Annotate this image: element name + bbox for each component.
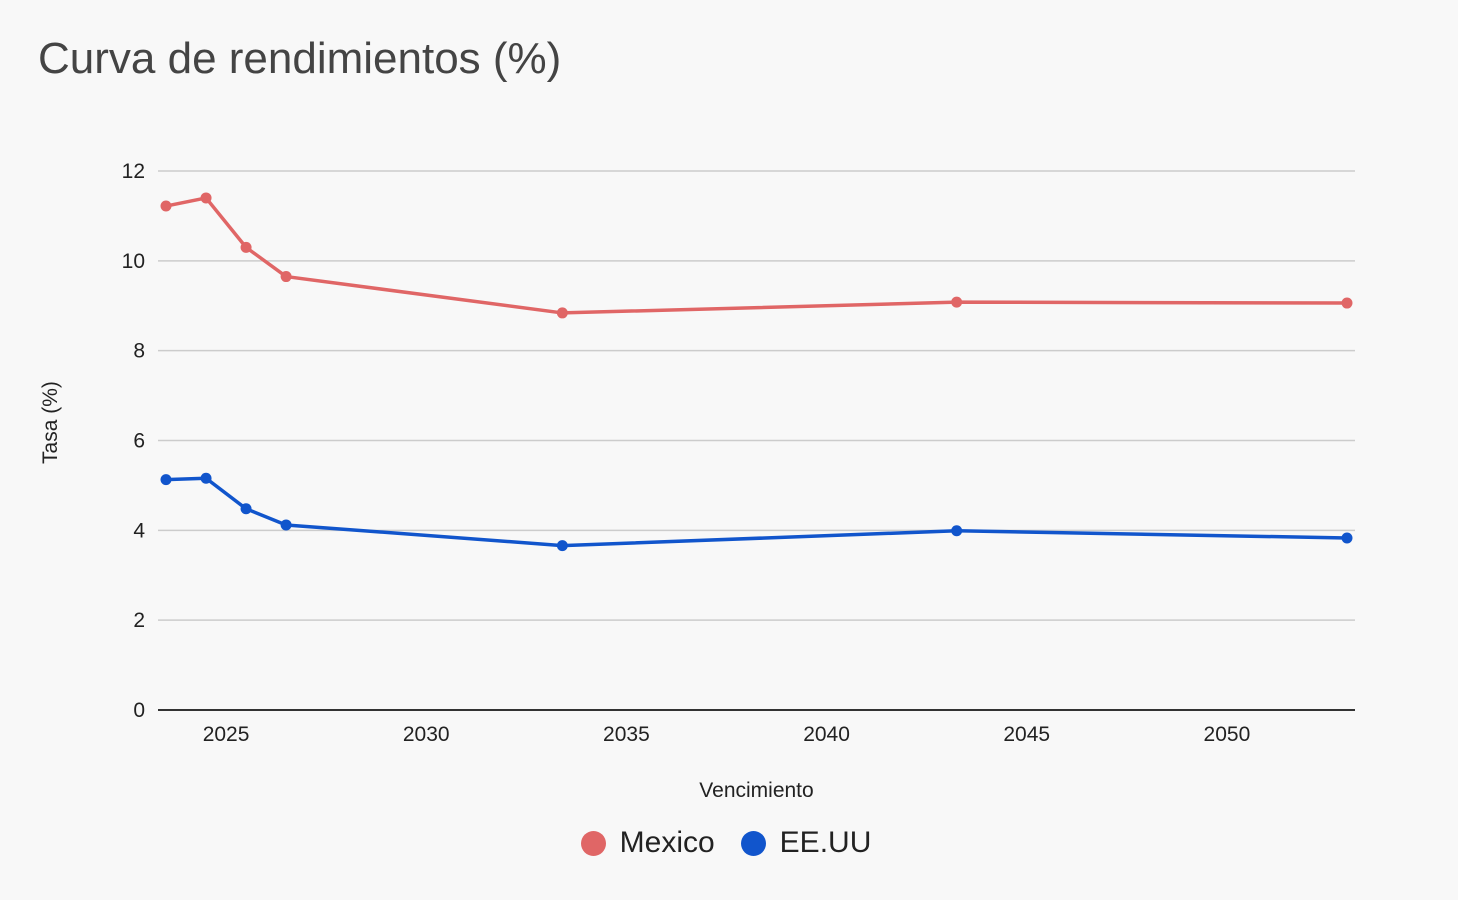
legend-label: EE.UU xyxy=(779,826,872,859)
x-tick-label: 2045 xyxy=(1003,723,1050,746)
y-tick-label: 6 xyxy=(133,430,145,453)
y-tick-label: 0 xyxy=(133,699,145,722)
x-tick-label: 2030 xyxy=(403,723,450,746)
y-tick-label: 4 xyxy=(133,519,145,542)
legend-item-mexico[interactable]: Mexico xyxy=(580,826,715,860)
x-axis-title: Vencimiento xyxy=(699,779,813,802)
y-axis-title: Tasa (%) xyxy=(39,381,62,464)
data-point-mexico[interactable] xyxy=(200,192,212,204)
data-point-mexico[interactable] xyxy=(280,271,292,283)
data-point-mexico[interactable] xyxy=(160,200,172,212)
legend-marker-icon xyxy=(580,830,606,856)
x-tick-label: 2025 xyxy=(203,723,250,746)
data-point-ee-uu[interactable] xyxy=(240,503,252,515)
legend-label: Mexico xyxy=(619,826,715,859)
data-point-mexico[interactable] xyxy=(951,296,963,308)
data-point-mexico[interactable] xyxy=(556,307,568,319)
legend-marker-icon xyxy=(740,830,766,856)
x-tick-label: 2050 xyxy=(1204,723,1251,746)
chart-title: Curva de rendimientos (%) xyxy=(38,34,562,83)
series-line-ee-uu xyxy=(165,476,1348,548)
y-tick-label: 2 xyxy=(133,609,145,632)
data-point-ee-uu[interactable] xyxy=(200,472,212,484)
y-tick-label: 8 xyxy=(133,340,145,363)
data-point-ee-uu[interactable] xyxy=(160,474,172,486)
data-point-ee-uu[interactable] xyxy=(280,519,292,531)
chart-legend: Mexico EE.UU xyxy=(0,826,1458,860)
y-tick-label: 10 xyxy=(122,250,145,273)
data-point-mexico[interactable] xyxy=(1341,297,1353,309)
y-tick-label: 12 xyxy=(122,160,145,183)
x-tick-label: 2040 xyxy=(803,723,850,746)
data-point-ee-uu[interactable] xyxy=(1341,532,1353,544)
x-tick-label: 2035 xyxy=(603,723,650,746)
data-point-ee-uu[interactable] xyxy=(951,525,963,537)
data-point-ee-uu[interactable] xyxy=(556,540,568,552)
data-point-mexico[interactable] xyxy=(240,241,252,253)
legend-item-ee-uu[interactable]: EE.UU xyxy=(740,826,872,860)
series-line-mexico xyxy=(165,196,1347,315)
